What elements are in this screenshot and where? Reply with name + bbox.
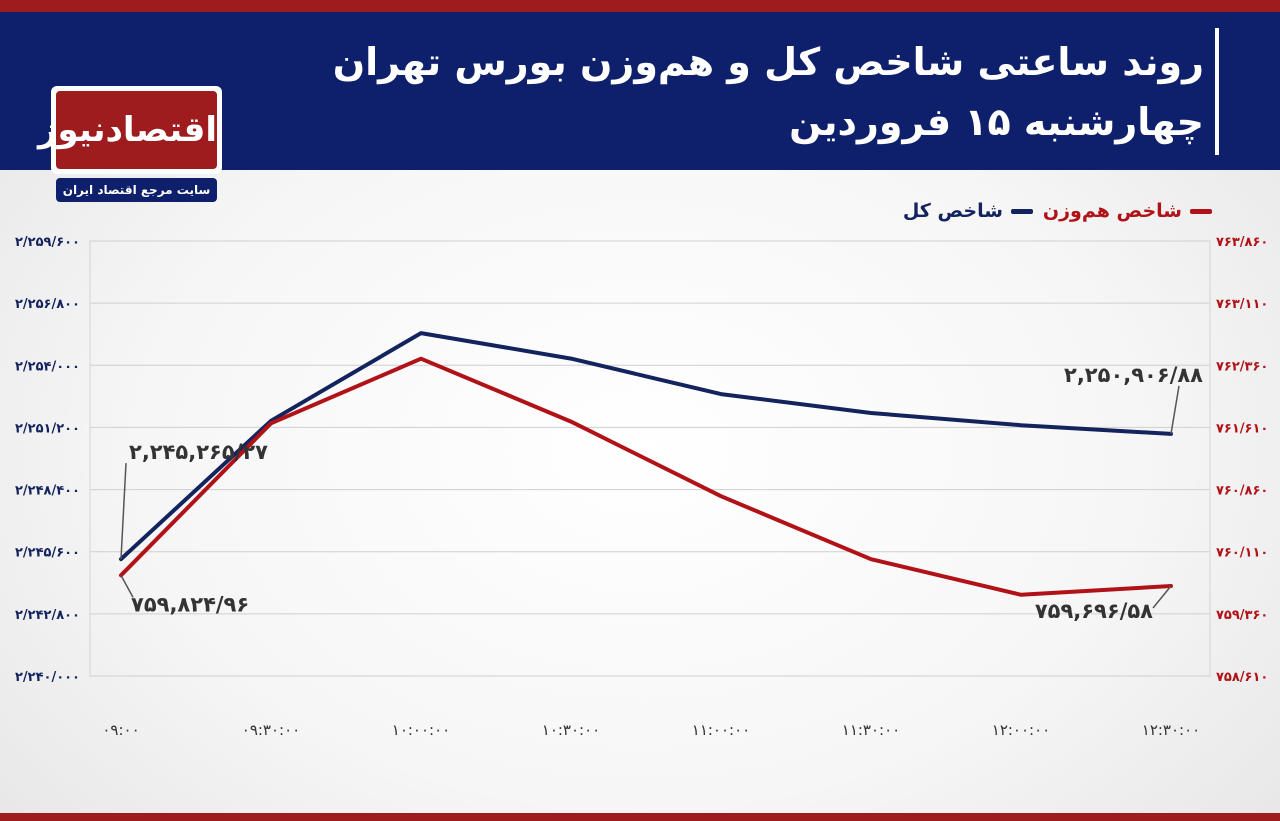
left-axis-tick-label: ۲/۲۴۸/۴۰۰ xyxy=(15,484,80,499)
left-axis-tick-label: ۲/۲۵۴/۰۰۰ xyxy=(15,359,80,374)
left-axis-tick-label: ۲/۲۴۰/۰۰۰ xyxy=(15,670,80,685)
legend-item-equal-weight: شاخص هم‌وزن xyxy=(1043,200,1212,222)
x-axis-tick-label: ۱۲:۰۰:۰۰ xyxy=(992,721,1050,739)
right-axis-tick-label: ۷۶۰/۸۶۰ xyxy=(1216,484,1268,499)
title-divider xyxy=(1215,28,1219,155)
data-label-total-end: ۲,۲۵۰,۹۰۶/۸۸ xyxy=(1064,363,1203,387)
data-label-leader xyxy=(1170,385,1180,435)
x-axis-tick-label: ۱۰:۳۰:۰۰ xyxy=(542,721,600,739)
brand-logo: اقتصادنیوز xyxy=(38,91,217,169)
brand-tagline: سایت مرجع اقتصاد ایران xyxy=(56,178,217,202)
left-axis-tick-label: ۲/۲۴۲/۸۰۰ xyxy=(15,608,80,623)
legend-swatch-total-index xyxy=(1010,208,1033,214)
x-axis-tick-label: ۱۱:۳۰:۰۰ xyxy=(842,721,900,739)
left-axis-tick-label: ۲/۲۴۵/۶۰۰ xyxy=(15,546,80,561)
right-axis-tick-label: ۷۶۲/۳۶۰ xyxy=(1216,359,1268,374)
series-line-total-index xyxy=(119,331,1173,562)
x-axis-tick-label: ۰۹:۰۰ xyxy=(102,721,139,739)
left-axis-tick-label: ۲/۲۵۹/۶۰۰ xyxy=(15,235,80,250)
data-label-total-start: ۲,۲۴۵,۲۶۵/۲۷ xyxy=(129,440,268,464)
x-axis-tick-label: ۰۹:۳۰:۰۰ xyxy=(242,721,300,739)
data-label-equal-start: ۷۵۹,۸۲۴/۹۶ xyxy=(131,592,249,616)
right-axis-tick-label: ۷۶۱/۶۱۰ xyxy=(1216,421,1268,436)
right-axis-tick-label: ۷۶۳/۱۱۰ xyxy=(1216,297,1268,312)
legend-swatch-equal-weight xyxy=(1190,208,1212,214)
legend-label-total-index: شاخص کل xyxy=(902,200,1003,222)
chart-subtitle: چهارشنبه ۱۵ فروردین xyxy=(789,100,1204,144)
data-label-leader xyxy=(120,463,127,560)
series-line-equal-weight xyxy=(119,356,1173,597)
bottom-accent-strip xyxy=(0,813,1280,821)
legend-label-equal-weight: شاخص هم‌وزن xyxy=(1042,200,1182,222)
right-axis-tick-label: ۷۶۰/۱۱۰ xyxy=(1216,546,1268,561)
data-label-leader xyxy=(120,574,134,598)
chart-title: روند ساعتی شاخص کل و هم‌وزن بورس تهران xyxy=(332,40,1204,84)
legend-item-total-index: شاخص کل xyxy=(903,200,1033,222)
x-axis-tick-label: ۱۱:۰۰:۰۰ xyxy=(692,721,750,739)
data-label-leader xyxy=(1152,585,1172,609)
x-axis-tick-label: ۱۰:۰۰:۰۰ xyxy=(392,721,450,739)
top-accent-strip xyxy=(0,0,1280,12)
left-axis-tick-label: ۲/۲۵۱/۲۰۰ xyxy=(15,421,80,436)
right-axis-tick-label: ۷۶۳/۸۶۰ xyxy=(1216,235,1268,250)
data-label-equal-end: ۷۵۹,۶۹۶/۵۸ xyxy=(1035,599,1153,623)
left-axis-tick-label: ۲/۲۵۶/۸۰۰ xyxy=(15,297,80,312)
chart-legend: شاخص هم‌وزن شاخص کل xyxy=(903,200,1212,222)
right-axis-tick-label: ۷۵۹/۳۶۰ xyxy=(1216,608,1268,623)
right-axis-tick-label: ۷۵۸/۶۱۰ xyxy=(1216,670,1268,685)
x-axis-tick-label: ۱۲:۳۰:۰۰ xyxy=(1142,721,1200,739)
